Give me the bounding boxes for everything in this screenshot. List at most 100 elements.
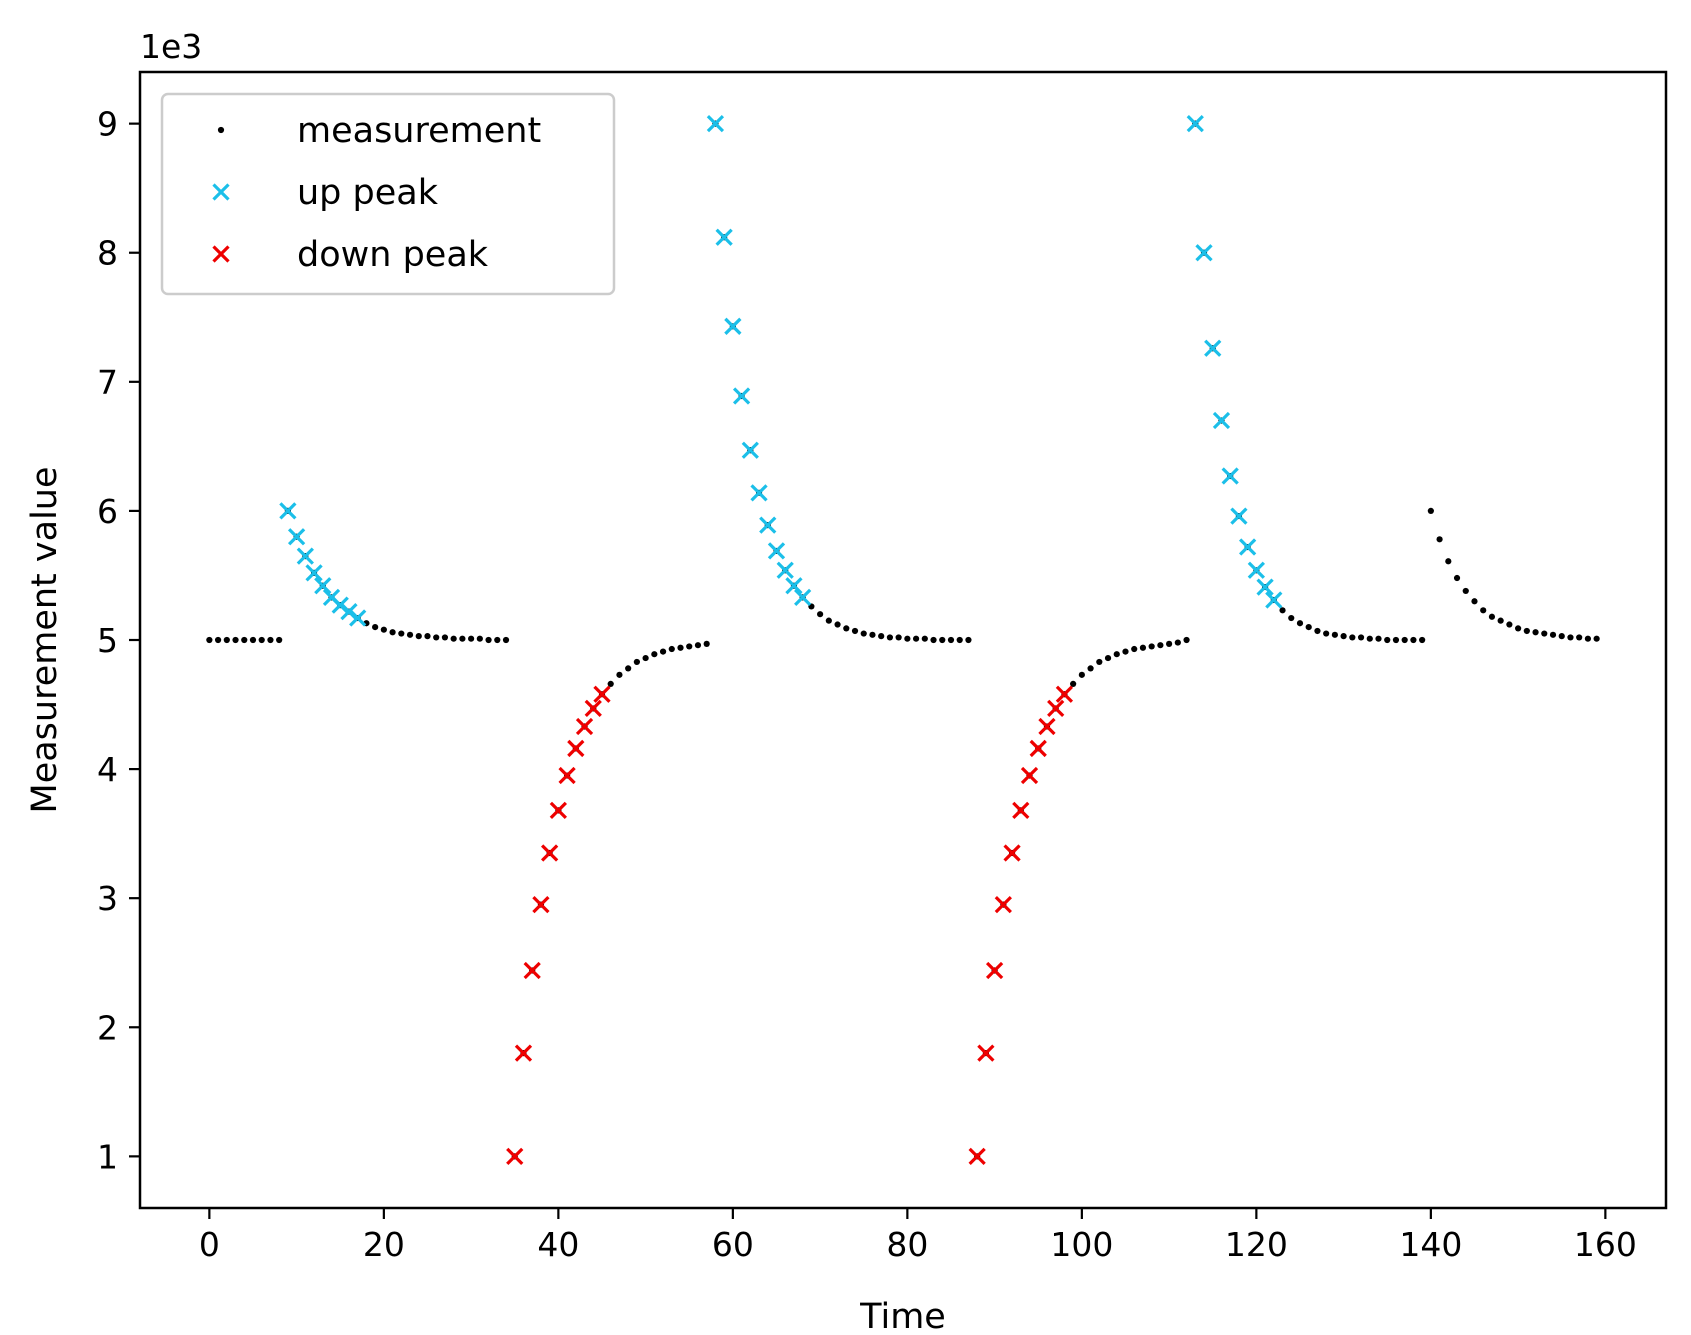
down-peak-point xyxy=(506,1147,524,1165)
measurement-point xyxy=(1576,634,1583,641)
measurement-point xyxy=(1593,635,1600,642)
measurement-point xyxy=(232,636,239,644)
measurement-point xyxy=(817,611,824,618)
measurement-point xyxy=(1157,642,1164,649)
y-tick-label: 4 xyxy=(97,750,118,789)
up-peak-point xyxy=(732,387,751,405)
measurement-point xyxy=(912,635,920,642)
measurement-point xyxy=(1166,640,1173,647)
x-tick-label: 120 xyxy=(1225,1225,1288,1264)
measurement-point xyxy=(1584,635,1592,642)
y-tick-label: 1 xyxy=(97,1137,118,1176)
measurement-point xyxy=(1453,574,1461,582)
measurement-point xyxy=(677,644,684,651)
down-peak-point xyxy=(985,961,1004,980)
legend-box xyxy=(160,92,616,296)
measurement-point xyxy=(1183,636,1190,644)
measurement-point xyxy=(878,633,885,640)
measurement-point xyxy=(1471,598,1478,605)
x-tick-label: 140 xyxy=(1399,1225,1462,1264)
y-tick-label: 8 xyxy=(97,234,118,273)
y-tick-label: 6 xyxy=(97,492,118,531)
down-peak-point xyxy=(1020,766,1039,785)
measurement-point xyxy=(1567,634,1574,641)
measurement-point xyxy=(1305,623,1312,631)
measurement-point xyxy=(1515,625,1522,632)
up-peak-point xyxy=(340,602,358,621)
measurement-point xyxy=(843,625,850,632)
axes-frame xyxy=(138,70,1668,1210)
measurement-point xyxy=(625,665,632,672)
up-peak-point xyxy=(1230,507,1248,525)
measurement-point xyxy=(1096,658,1103,666)
down-peak-point xyxy=(1038,717,1056,736)
measurement-point xyxy=(659,648,667,655)
up-peak-point xyxy=(349,609,367,627)
measurement-point xyxy=(502,636,510,644)
measurement-point xyxy=(214,636,222,644)
down-peak-point xyxy=(1003,844,1021,862)
measurement-point xyxy=(1401,636,1408,644)
measurement-point xyxy=(1436,536,1443,543)
up-peak-point xyxy=(759,516,777,534)
up-peak-point xyxy=(767,542,786,560)
down-peak-point xyxy=(1029,739,1047,758)
down-peak-point xyxy=(977,1044,995,1062)
measurement-point xyxy=(459,635,466,642)
measurement-point xyxy=(441,634,449,641)
measurement-point xyxy=(1323,630,1330,637)
down-peak-point xyxy=(558,766,576,785)
down-peak-point xyxy=(994,896,1012,914)
measurement-point xyxy=(206,636,213,644)
measurement-point xyxy=(1523,627,1530,635)
legend-up-peak-label: up peak xyxy=(297,173,439,213)
measurement-point xyxy=(668,645,675,653)
measurement-point xyxy=(1340,633,1347,640)
down-peak-point xyxy=(1055,685,1074,703)
x-tick-label: 80 xyxy=(886,1225,928,1264)
measurement-point xyxy=(1410,636,1417,644)
up-peak-point xyxy=(724,317,742,335)
down-peak-point xyxy=(575,717,594,736)
down-peak-point xyxy=(1047,699,1065,718)
up-peak-point xyxy=(715,228,733,246)
measurement-point xyxy=(1349,634,1356,641)
measurement-point xyxy=(947,636,955,644)
measurement-point xyxy=(1113,651,1120,658)
measurement-point xyxy=(642,654,649,662)
measurement-point xyxy=(1384,636,1391,644)
measurement-point xyxy=(276,636,283,644)
x-tick-label: 100 xyxy=(1050,1225,1113,1264)
measurement-point xyxy=(389,629,396,636)
y-tick-label: 3 xyxy=(97,879,118,918)
x-tick-label: 160 xyxy=(1574,1225,1637,1264)
legend-down-peak-label: down peak xyxy=(297,235,489,275)
y-axis-label: Measurement value xyxy=(25,466,65,813)
measurement-point xyxy=(249,636,257,644)
up-peak-point xyxy=(785,577,803,595)
up-peak-point xyxy=(1204,339,1222,357)
chart-marks xyxy=(206,115,1600,1165)
measurement-point xyxy=(223,636,230,644)
measurement-point xyxy=(476,635,483,642)
measurement-point xyxy=(1104,654,1112,662)
measurement-point xyxy=(1445,558,1452,565)
measurement-point xyxy=(921,635,928,642)
legend: measurement up peak down peak xyxy=(160,92,616,296)
measurement-point xyxy=(468,635,475,642)
measurement-point xyxy=(433,634,440,641)
down-peak-point xyxy=(968,1147,986,1165)
up-peak-point xyxy=(314,577,332,595)
up-peak-point xyxy=(776,561,794,579)
down-peak-point xyxy=(567,739,585,758)
up-peak-point xyxy=(1221,467,1239,485)
legend-down-peak-marker xyxy=(212,245,230,263)
up-peak-point xyxy=(1247,561,1265,579)
x-tick-label: 40 xyxy=(537,1225,579,1264)
measurement-point xyxy=(1541,630,1548,637)
measurement-point xyxy=(703,640,710,647)
measurement-point xyxy=(1462,587,1469,595)
down-peak-point xyxy=(523,961,541,980)
measurement-point xyxy=(1392,636,1400,644)
